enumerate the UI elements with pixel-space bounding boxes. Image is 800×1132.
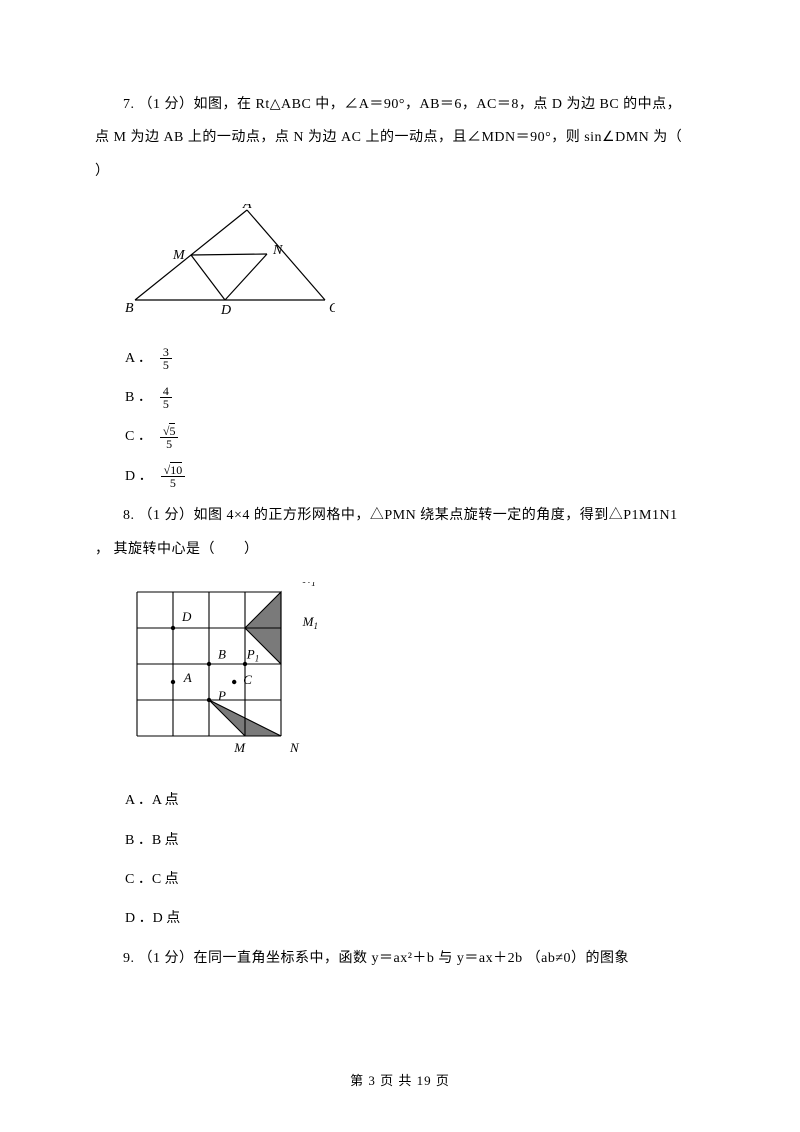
svg-text:P: P [217, 688, 226, 703]
option-label: D ． [125, 462, 153, 491]
svg-text:B: B [218, 647, 226, 662]
q8-figure: N1 M1 D B P1 A C P M N [125, 582, 705, 768]
svg-text:C: C [329, 301, 335, 314]
q7-option-b[interactable]: B ． 4 5 [125, 383, 705, 412]
fraction-icon: 4 5 [160, 385, 172, 410]
option-label: A ． [125, 786, 152, 815]
q8-line2: ， 其旋转中心是（ ） [95, 535, 705, 564]
option-label: B ． [125, 826, 152, 855]
svg-text:M1: M1 [302, 614, 318, 631]
q7-line3: ） [95, 157, 705, 186]
option-label: B ． [125, 383, 152, 412]
svg-text:N1: N1 [302, 582, 316, 588]
q7-option-d[interactable]: D ． √10 5 [125, 462, 705, 491]
q8-line1: 8. （1 分）如图 4×4 的正方形网格中，△PMN 绕某点旋转一定的角度，得… [95, 501, 705, 530]
q7-option-c[interactable]: C ． √5 5 [125, 422, 705, 451]
q8-option-c[interactable]: C ．C 点 [125, 865, 705, 894]
q8-option-d[interactable]: D ．D 点 [125, 904, 705, 933]
q7-option-a[interactable]: A ． 3 5 [125, 344, 705, 373]
equation-2: y＝ax＋2b [457, 951, 523, 966]
svg-text:B: B [125, 301, 134, 314]
svg-text:D: D [220, 303, 231, 314]
svg-text:A: A [242, 204, 252, 212]
page-footer: 第 3 页 共 19 页 [0, 1067, 800, 1094]
q7-figure: A B C D M N [125, 204, 705, 325]
q7-line1: 7. （1 分）如图，在 Rt△ABC 中，∠A＝90°，AB＝6，AC＝8，点… [95, 90, 705, 119]
svg-text:M: M [233, 740, 246, 755]
option-label: C ． [125, 422, 152, 451]
fraction-icon: √10 5 [161, 464, 186, 489]
svg-text:M: M [172, 248, 186, 263]
option-label: A ． [125, 344, 152, 373]
svg-text:N: N [272, 243, 283, 258]
svg-text:N: N [289, 740, 300, 755]
svg-text:P1: P1 [246, 647, 259, 664]
svg-text:D: D [181, 609, 192, 624]
q9-line: 9. （1 分）在同一直角坐标系中，函数 y＝ax²＋b 与 y＝ax＋2b （… [95, 944, 705, 973]
q7-line2: 点 M 为边 AB 上的一动点，点 N 为边 AC 上的一动点，且∠MDN＝90… [95, 123, 705, 152]
q8-option-b[interactable]: B ．B 点 [125, 826, 705, 855]
equation-1: y＝ax²＋b [372, 951, 435, 966]
svg-text:C: C [243, 672, 252, 687]
fraction-icon: 3 5 [160, 346, 172, 371]
q8-option-a[interactable]: A ．A 点 [125, 786, 705, 815]
option-label: C ． [125, 865, 152, 894]
svg-text:A: A [183, 670, 192, 685]
fraction-icon: √5 5 [160, 425, 179, 450]
option-label: D ． [125, 904, 153, 933]
